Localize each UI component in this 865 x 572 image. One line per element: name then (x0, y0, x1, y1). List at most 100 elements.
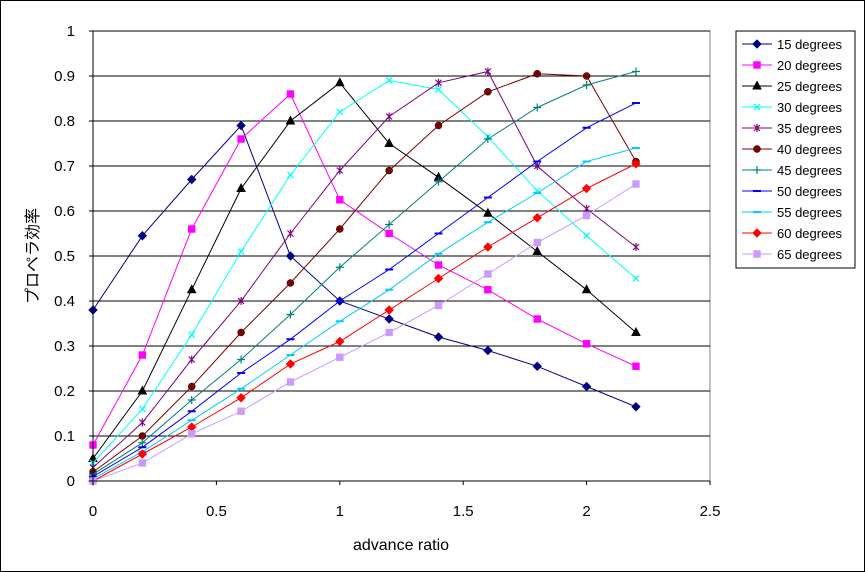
x-tick-label: 0.5 (206, 503, 227, 520)
data-point (533, 315, 541, 323)
data-point (335, 263, 344, 272)
y-tick-label: 0.2 (54, 383, 75, 400)
data-point (237, 248, 245, 255)
legend-items: 15 degrees 20 degrees 25 degrees 30 degrees… (742, 37, 843, 262)
x-tick-label: 2 (582, 503, 590, 520)
legend-marker (752, 80, 762, 90)
series-line (92, 102, 637, 477)
legend-marker (753, 166, 761, 174)
data-point (385, 229, 393, 238)
data-point (385, 220, 394, 229)
series-55-degrees (89, 147, 640, 480)
data-point (138, 459, 147, 467)
data-point (484, 270, 492, 278)
data-point (237, 355, 246, 364)
legend-label: 20 degrees (777, 58, 843, 73)
data-point (433, 332, 444, 342)
legend-label: 40 degrees (777, 142, 843, 157)
data-point (336, 196, 344, 204)
legend-label: 65 degrees (777, 247, 843, 262)
data-point (287, 229, 294, 238)
data-point (581, 284, 592, 294)
series-line (92, 163, 637, 482)
data-point (385, 77, 393, 84)
data-point (236, 182, 246, 192)
data-point (138, 432, 147, 440)
legend-label: 45 degrees (777, 163, 843, 178)
data-point (237, 297, 245, 305)
data-point (632, 243, 640, 251)
series-line (92, 93, 637, 446)
legend-marker (753, 61, 761, 69)
y-tick-labels: 0 0.1 0.2 0.3 0.4 0.5 0.6 0.7 0.8 0.9 1 (54, 23, 93, 490)
y-tick-label: 0.9 (54, 68, 75, 85)
data-point (484, 286, 492, 294)
legend-entry: 45 degrees (742, 163, 843, 178)
legend-label: 60 degrees (777, 226, 843, 241)
series-45-degrees (89, 67, 640, 479)
legend-label: 25 degrees (777, 79, 843, 94)
data-point (632, 275, 640, 282)
data-point (286, 310, 295, 319)
data-point (385, 166, 393, 175)
y-tick-label: 0 (67, 473, 75, 490)
y-tick-label: 0.4 (54, 293, 75, 310)
data-point (631, 402, 641, 412)
x-tick-label: 1 (336, 503, 344, 520)
data-point (188, 430, 196, 438)
legend-label: 35 degrees (777, 121, 843, 136)
data-point (187, 396, 196, 404)
data-point (583, 204, 591, 213)
data-point (631, 159, 641, 169)
data-point (138, 418, 146, 427)
series-line (92, 183, 637, 482)
series-20-degrees (89, 90, 640, 449)
data-point (483, 242, 493, 252)
data-point (632, 180, 640, 188)
data-point (434, 121, 443, 130)
data-point (434, 301, 443, 310)
data-point (188, 355, 196, 364)
data-point (532, 361, 542, 371)
data-point (336, 353, 344, 361)
data-point (188, 225, 196, 233)
data-point (582, 211, 591, 220)
series-50-degrees (89, 102, 640, 478)
x-tick-label: 0 (89, 503, 97, 520)
legend: 15 degrees 20 degrees 25 degrees 30 degrees… (735, 30, 856, 269)
data-point (385, 328, 393, 337)
data-point (483, 345, 493, 356)
data-point (137, 449, 148, 459)
series-line (92, 79, 637, 464)
series-35-degrees (89, 67, 640, 472)
series-line (92, 73, 637, 473)
data-point (484, 67, 492, 76)
data-point (582, 72, 591, 80)
data-point (138, 405, 146, 413)
data-point (138, 351, 147, 359)
legend-entry: 65 degrees (742, 247, 843, 262)
data-point (286, 378, 295, 386)
data-point (187, 382, 196, 391)
series-25-degrees (88, 77, 641, 462)
legend-marker (753, 250, 761, 258)
y-tick-label: 0.5 (54, 248, 75, 265)
series-line (92, 147, 637, 480)
data-point (188, 331, 196, 339)
legend-label: 50 degrees (777, 184, 843, 199)
series-30-degrees (89, 77, 640, 467)
data-point (285, 115, 296, 125)
legend-entry: 35 degrees (742, 121, 843, 136)
legend-marker (752, 228, 762, 238)
data-point (237, 407, 245, 415)
x-tick-labels: 0 0.5 1 1.5 2 2.5 (89, 481, 721, 520)
data-point (384, 314, 394, 324)
data-point (581, 183, 592, 194)
x-tick-label: 2.5 (700, 503, 721, 520)
data-point (435, 78, 442, 87)
data-point (237, 135, 245, 143)
data-point (237, 328, 245, 337)
legend-label: 30 degrees (777, 100, 843, 115)
data-point (532, 245, 543, 255)
data-point (582, 81, 591, 89)
